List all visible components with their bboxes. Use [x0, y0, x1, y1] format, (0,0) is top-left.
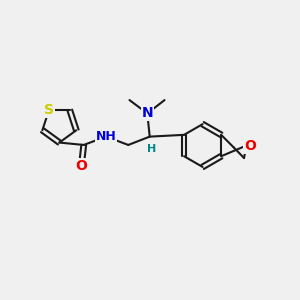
Text: O: O [244, 139, 256, 152]
Text: H: H [147, 144, 156, 154]
Text: O: O [75, 159, 87, 173]
Text: N: N [142, 106, 153, 120]
Text: S: S [44, 103, 54, 117]
Text: NH: NH [96, 130, 116, 143]
